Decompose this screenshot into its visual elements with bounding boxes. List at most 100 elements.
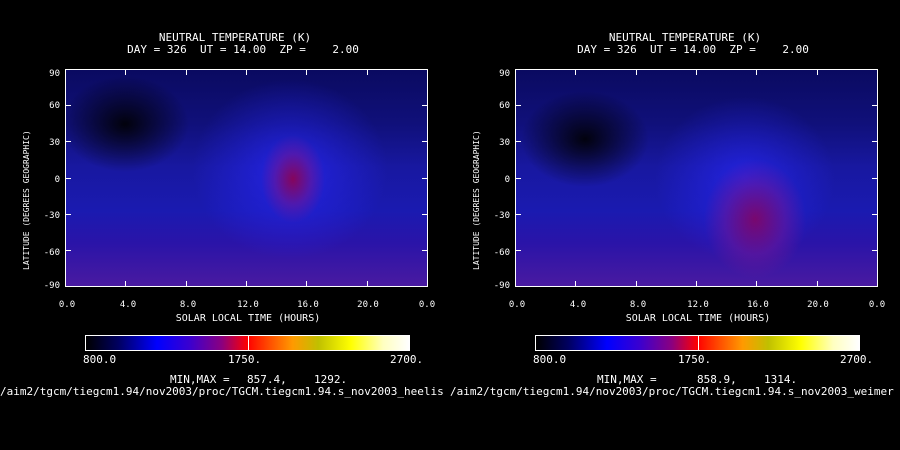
axis-tick	[367, 69, 368, 75]
axis-tick	[65, 281, 66, 287]
axis-tick	[515, 281, 516, 287]
minmax-label: MIN,MAX =	[170, 373, 230, 386]
axis-tick	[515, 250, 521, 251]
x-tick-label: 20.0	[357, 300, 379, 310]
y-axis-label: LATITUDE (DEGREES GEOGRAPHIC)	[472, 130, 481, 270]
axis-tick	[422, 69, 428, 70]
y-tick-label: 30	[49, 138, 60, 148]
chart-subtitle: DAY = 326 UT = 14.00 ZP = 2.00	[577, 43, 809, 56]
source-path: /aim2/tgcm/tiegcm1.94/nov2003/proc/TGCM.…	[450, 386, 894, 398]
axis-tick	[515, 141, 521, 142]
x-tick-label: 4.0	[119, 300, 137, 310]
axis-tick	[306, 69, 307, 75]
axis-tick	[872, 286, 878, 287]
axis-tick	[575, 69, 576, 75]
axis-tick	[872, 141, 878, 142]
colorbar	[535, 335, 860, 351]
temperature-field	[65, 69, 428, 287]
axis-tick	[246, 281, 247, 287]
colorbar-mid-mark	[697, 336, 699, 350]
y-tick-label: -30	[493, 211, 510, 221]
axis-tick	[422, 214, 428, 215]
axis-tick	[186, 281, 187, 287]
axis-tick	[636, 281, 637, 287]
axis-tick	[872, 214, 878, 215]
y-tick-label: 90	[49, 69, 60, 79]
y-tick-label: -90	[43, 281, 60, 291]
axis-tick	[515, 286, 521, 287]
axis-tick	[872, 178, 878, 179]
heatmap-plot	[65, 69, 428, 287]
axis-tick	[65, 141, 71, 142]
y-tick-label: -60	[43, 248, 60, 258]
axis-tick	[65, 69, 66, 75]
y-tick-label: 60	[49, 101, 60, 111]
y-tick-label: -30	[43, 211, 60, 221]
axis-tick	[515, 69, 516, 75]
max-value: 1292.	[314, 373, 348, 386]
axis-tick	[65, 250, 71, 251]
axis-tick	[756, 69, 757, 75]
colorbar-max-label: 2700.	[840, 353, 874, 366]
colorbar-mid-label: 1750.	[678, 353, 712, 366]
x-tick-label: 12.0	[687, 300, 709, 310]
axis-tick	[65, 69, 71, 70]
chart-title: NEUTRAL TEMPERATURE (K)	[158, 31, 312, 44]
left-panel: NEUTRAL TEMPERATURE (K) DAY = 326 UT = 1…	[0, 31, 444, 398]
x-tick-label: 8.0	[629, 300, 647, 310]
colorbar-mid-mark	[247, 336, 249, 350]
axis-tick	[65, 286, 71, 287]
axis-tick	[422, 178, 428, 179]
axis-tick	[422, 141, 428, 142]
axis-tick	[756, 281, 757, 287]
axis-tick	[575, 281, 576, 287]
x-tick-label: 12.0	[237, 300, 259, 310]
x-axis-label: SOLAR LOCAL TIME (HOURS)	[175, 313, 321, 324]
axis-tick	[877, 281, 878, 287]
minmax-label: MIN,MAX =	[597, 373, 657, 386]
source-path: /aim2/tgcm/tiegcm1.94/nov2003/proc/TGCM.…	[0, 386, 444, 398]
y-tick-label: 90	[499, 69, 510, 79]
axis-tick	[422, 105, 428, 106]
colorbar-mid-label: 1750.	[228, 353, 262, 366]
y-tick-label: 30	[499, 138, 510, 148]
colorbar-min-label: 800.0	[533, 353, 567, 366]
axis-tick	[817, 281, 818, 287]
axis-tick	[65, 214, 71, 215]
axis-tick	[696, 69, 697, 75]
axis-tick	[422, 250, 428, 251]
axis-tick	[817, 69, 818, 75]
axis-tick	[636, 69, 637, 75]
x-tick-label: 8.0	[179, 300, 197, 310]
axis-tick	[306, 281, 307, 287]
y-axis-label: LATITUDE (DEGREES GEOGRAPHIC)	[22, 130, 31, 270]
axis-tick	[186, 69, 187, 75]
axis-tick	[427, 281, 428, 287]
axis-tick	[422, 286, 428, 287]
axis-tick	[872, 250, 878, 251]
min-value: 857.4,	[247, 373, 287, 386]
y-tick-label: -60	[493, 248, 510, 258]
right-panel: NEUTRAL TEMPERATURE (K) DAY = 326 UT = 1…	[450, 0, 900, 450]
min-value: 858.9,	[697, 373, 737, 386]
colorbar-max-label: 2700.	[390, 353, 424, 366]
x-tick-label: 0.0	[508, 300, 526, 310]
x-axis-label: SOLAR LOCAL TIME (HOURS)	[625, 313, 771, 324]
plot-frame	[515, 69, 878, 287]
chart-subtitle: DAY = 326 UT = 14.00 ZP = 2.00	[127, 43, 359, 56]
axis-tick	[872, 69, 878, 70]
axis-tick	[515, 105, 521, 106]
axis-tick	[427, 69, 428, 75]
temperature-field	[515, 69, 878, 287]
x-tick-label: 16.0	[747, 300, 769, 310]
x-tick-label: 0.0	[868, 300, 886, 310]
x-tick-label: 20.0	[807, 300, 829, 310]
y-tick-label: -90	[493, 281, 510, 291]
x-tick-label: 0.0	[418, 300, 436, 310]
axis-tick	[246, 69, 247, 75]
axis-tick	[877, 69, 878, 75]
chart-title: NEUTRAL TEMPERATURE (K)	[608, 31, 762, 44]
x-tick-label: 0.0	[58, 300, 76, 310]
axis-tick	[515, 214, 521, 215]
axis-tick	[696, 281, 697, 287]
